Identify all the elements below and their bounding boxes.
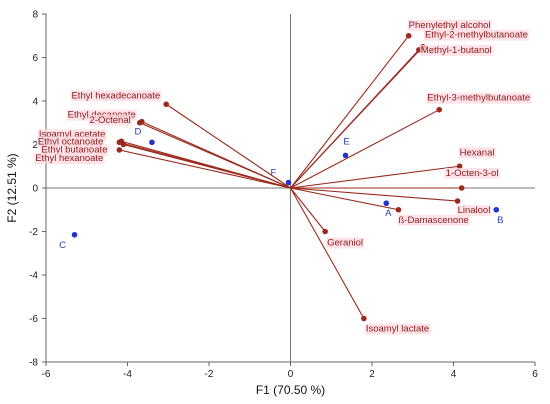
observation-label: A [385,208,392,219]
y-tick-label: -2 [29,227,38,238]
observation-point [285,179,292,186]
variable-vector [290,187,399,211]
variable-label: Hexanal [460,147,495,158]
variable-label: Ethyl-2-methylbutanoate [425,30,528,41]
observation-label: E [343,136,349,147]
observation-label: C [59,240,66,251]
y-tick-label: 4 [32,97,38,108]
variable-label-highlight [88,114,132,126]
observation-label: B [497,215,503,226]
variable-vector [290,165,460,189]
variable-label-highlight [397,214,470,226]
variable-label: 1-Octen-3-ol [446,168,499,179]
variable-label: Isoamyl lactate [366,324,429,335]
observation-label: F [271,168,277,179]
variable-label-highlight [364,323,431,335]
x-tick-label: -6 [42,369,51,380]
variable-vector [290,35,410,189]
variable-label-highlight [37,129,107,141]
variable-label: Methyl-1-butanol [421,45,492,56]
variable-vector-tip [458,185,465,191]
variable-label-highlight [426,92,532,104]
variable-label-highlight [456,205,492,217]
variable-label-highlight [326,237,365,249]
variable-vector [165,103,291,189]
y-tick-label: 8 [32,10,38,21]
variable-vector-tip [163,101,170,108]
y-tick-label: -6 [29,314,38,325]
variable-label: 2-Octenal [90,115,131,126]
x-axis-title: F1 (70.50 %) [256,383,325,397]
y-tick-label: 2 [32,140,38,151]
variable-label-highlight [423,29,529,41]
variable-label: Ethyl butanoate [41,145,107,156]
variable-vector-tip [322,228,328,235]
y-axis-title: F2 (12.51 %) [5,153,19,222]
variable-label: Geraniol [327,238,363,249]
observation-point [149,139,155,146]
variable-label: Ethyl hexadecanoate [71,90,160,101]
variable-vectors: Phenylethyl alcoholEthyl-2-methylbutanoa… [34,19,532,335]
variable-label-highlight [407,19,492,31]
variable-vector [290,109,440,189]
y-tick-label: 6 [32,53,38,64]
variable-label: ß-Damascenone [398,215,468,226]
x-tick-label: -2 [205,369,214,380]
variable-vector-tip [120,141,127,148]
axes-layer: -6 -4 -2 0 2 4 6 -8 -6 -4 -2 0 2 4 6 8 [29,10,538,381]
variable-vector [290,187,365,319]
variable-label: Ethyl hexanoate [35,153,103,164]
variable-label-highlight [34,152,105,164]
variable-label: Ethyl-3-methylbutanoate [427,93,530,104]
observation-point [342,152,349,159]
x-tick-label: 4 [451,369,457,380]
variable-label-highlight [419,44,493,56]
variable-label: Linalool [458,205,491,216]
x-tick-label: 6 [532,369,538,380]
variable-vector-tip [361,315,367,322]
observation-point [493,206,500,213]
variable-vector-tip [436,106,443,113]
observation-label: D [135,126,142,137]
observation-point [71,231,78,238]
variable-vector-tip [454,198,461,204]
variable-vector-tip [405,32,412,39]
observation-point [383,200,390,207]
x-tick-label: -4 [123,369,132,380]
y-tick-label: -4 [29,271,38,282]
variable-vector [290,49,420,189]
x-tick-label: 0 [288,369,294,380]
variable-label-highlight [458,147,496,159]
variable-vector [139,122,291,189]
variable-vector [123,143,291,189]
variable-vector [290,187,458,202]
variable-label-highlight [70,90,162,102]
variable-label-highlight [40,144,109,156]
x-tick-label: 2 [369,369,375,380]
variable-label: Isoamyl acetate [39,129,106,140]
y-tick-label: -8 [29,358,38,369]
variable-label-highlight [444,168,500,179]
variable-vector-tip [136,119,143,126]
variable-label: Ethyl octanoate [38,136,104,147]
y-tick-label: 0 [32,184,38,195]
observation-points: A B C D E F [59,126,503,250]
variable-label-highlight [36,136,105,148]
variable-vector-tip [395,206,402,213]
variable-label: Phenylethyl alcohol [409,20,491,31]
variable-vector-tip [456,163,463,170]
variable-vector-tip [116,147,123,153]
variable-vector [119,149,291,189]
variable-vector [290,187,326,232]
